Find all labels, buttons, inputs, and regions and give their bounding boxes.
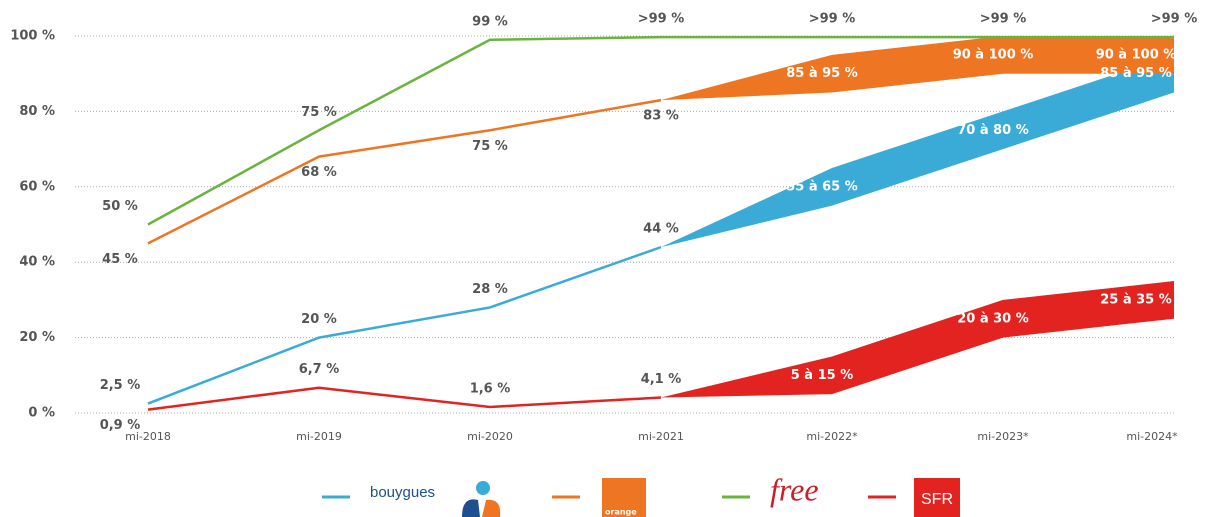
data-label: 75 % <box>472 139 508 154</box>
x-tick-label: mi-2021 <box>638 430 684 443</box>
y-tick-label: 20 % <box>19 330 55 345</box>
data-label: 1,6 % <box>470 381 511 396</box>
legend: bouygues orange free SFR <box>322 471 960 517</box>
logo-shape <box>482 499 501 517</box>
data-label: 45 % <box>102 252 138 267</box>
range-band <box>661 36 1174 101</box>
legend-label: free <box>770 471 819 507</box>
data-label: >99 % <box>980 12 1027 27</box>
band-label: 85 à 95 % <box>786 66 858 81</box>
band-label: 85 à 95 % <box>1100 66 1172 81</box>
legend-label: SFR <box>921 491 953 508</box>
band-label: 20 à 30 % <box>957 311 1029 326</box>
x-tick-label: mi-2018 <box>125 430 171 443</box>
data-label: 68 % <box>301 165 337 180</box>
x-tick-label: mi-2020 <box>467 430 513 443</box>
data-label: 2,5 % <box>100 378 141 393</box>
logo-shape <box>462 499 480 517</box>
data-label: >99 % <box>638 12 685 27</box>
y-tick-label: 100 % <box>10 29 55 44</box>
data-label: 50 % <box>102 199 138 214</box>
data-label: >99 % <box>809 12 856 27</box>
y-tick-label: 80 % <box>19 104 55 119</box>
logo-box <box>602 478 646 517</box>
y-tick-label: 40 % <box>19 255 55 270</box>
range-band <box>661 281 1174 398</box>
logo-ball <box>476 481 490 495</box>
band-label: 90 à 100 % <box>1096 47 1177 62</box>
x-tick-label: mi-2023* <box>977 430 1029 443</box>
series-line <box>147 35 1174 226</box>
band-label: 55 à 65 % <box>786 179 858 194</box>
data-label: 83 % <box>643 109 679 124</box>
data-label: 0,9 % <box>100 418 141 433</box>
data-label: >99 % <box>1151 12 1198 27</box>
range-band <box>661 54 1174 248</box>
band-label: 70 à 80 % <box>957 123 1029 138</box>
legend-label: orange <box>605 508 637 517</box>
band-label: 90 à 100 % <box>953 47 1034 62</box>
data-label: 6,7 % <box>299 362 340 377</box>
data-label: 44 % <box>643 222 679 237</box>
x-tick-label: mi-2024* <box>1126 430 1178 443</box>
band-label: 5 à 15 % <box>791 368 854 383</box>
data-label: 75 % <box>301 105 337 120</box>
y-tick-label: 60 % <box>19 179 55 194</box>
data-label: 20 % <box>301 312 337 327</box>
data-label: 28 % <box>472 282 508 297</box>
data-label: 99 % <box>472 14 508 29</box>
band-label: 25 à 35 % <box>1100 292 1172 307</box>
data-label: 4,1 % <box>641 372 682 387</box>
series-line <box>147 98 662 245</box>
series-line <box>147 386 662 411</box>
x-tick-label: mi-2022* <box>806 430 858 443</box>
series-line <box>147 245 662 405</box>
logo-box <box>914 478 960 517</box>
y-tick-label: 0 % <box>28 406 55 421</box>
legend-label: bouygues <box>370 484 435 501</box>
x-tick-label: mi-2019 <box>296 430 342 443</box>
